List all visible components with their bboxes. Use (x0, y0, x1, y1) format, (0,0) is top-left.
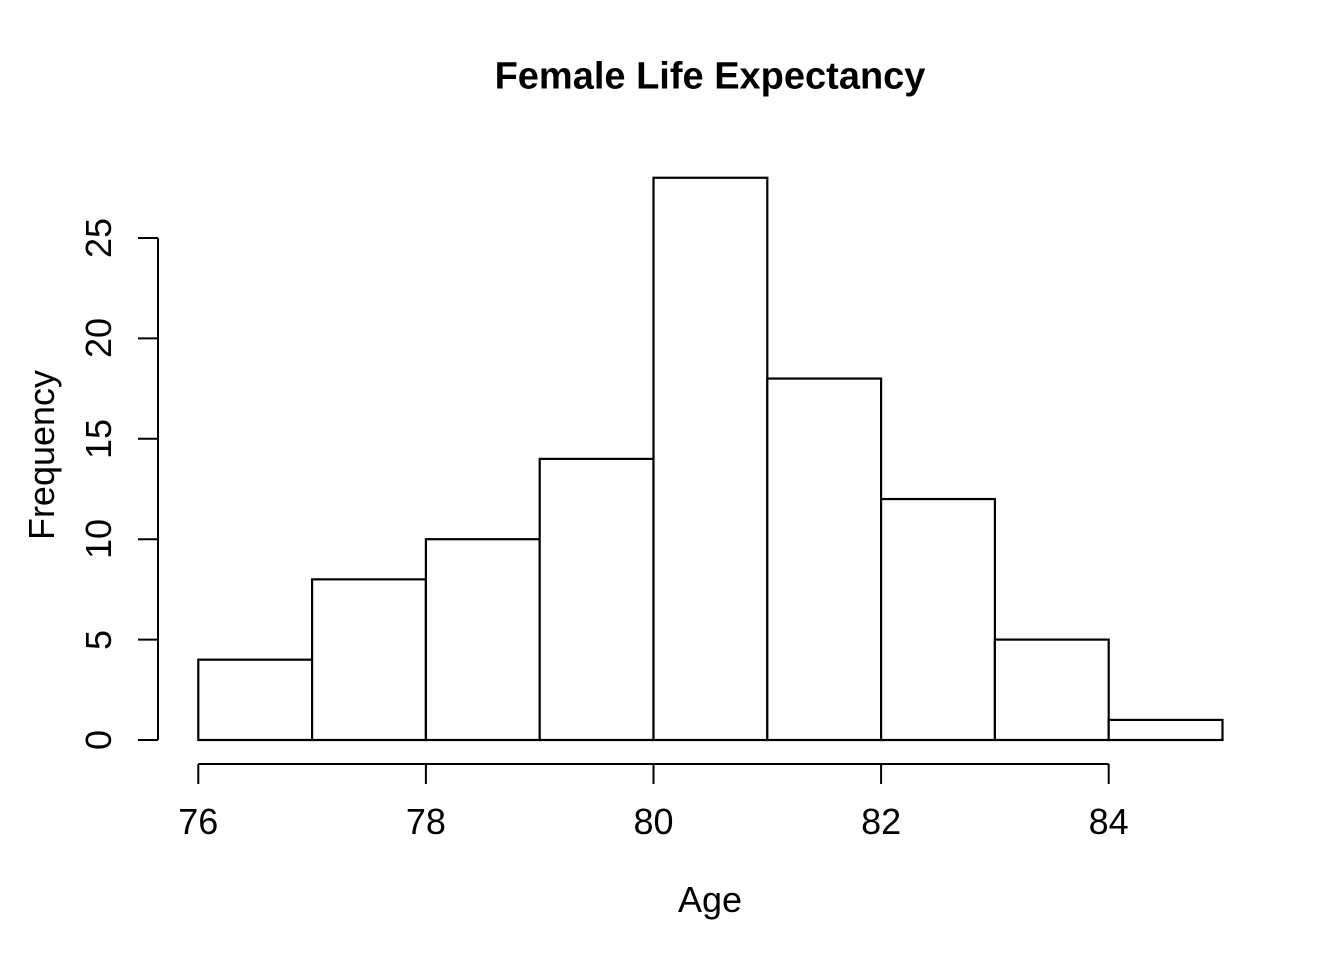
y-tick-label: 15 (78, 418, 119, 459)
y-tick-label: 5 (78, 629, 119, 650)
y-tick-label: 25 (78, 217, 119, 259)
histogram-bar (993, 638, 1110, 742)
x-tick-label: 78 (405, 801, 446, 842)
histogram-bar (197, 658, 314, 742)
y-tick-label: 10 (78, 519, 119, 560)
histogram-bar (311, 578, 428, 742)
x-axis-label: Age (677, 879, 743, 920)
histogram-bar (652, 176, 769, 742)
x-tick-label: 82 (861, 801, 902, 842)
y-axis-label: Frequency (21, 369, 62, 541)
histogram-bar (766, 377, 883, 742)
y-tick-label: 20 (78, 318, 119, 359)
y-tick-label: 0 (78, 729, 119, 751)
x-tick-label: 80 (633, 801, 674, 842)
x-tick-label: 76 (178, 801, 219, 842)
x-tick-label: 84 (1088, 801, 1129, 842)
histogram-bar (879, 497, 996, 742)
histogram-bar (1107, 718, 1224, 742)
chart-title: Female Life Expectancy (494, 55, 926, 98)
histogram-bar (424, 538, 541, 742)
histogram-bar (538, 457, 655, 742)
